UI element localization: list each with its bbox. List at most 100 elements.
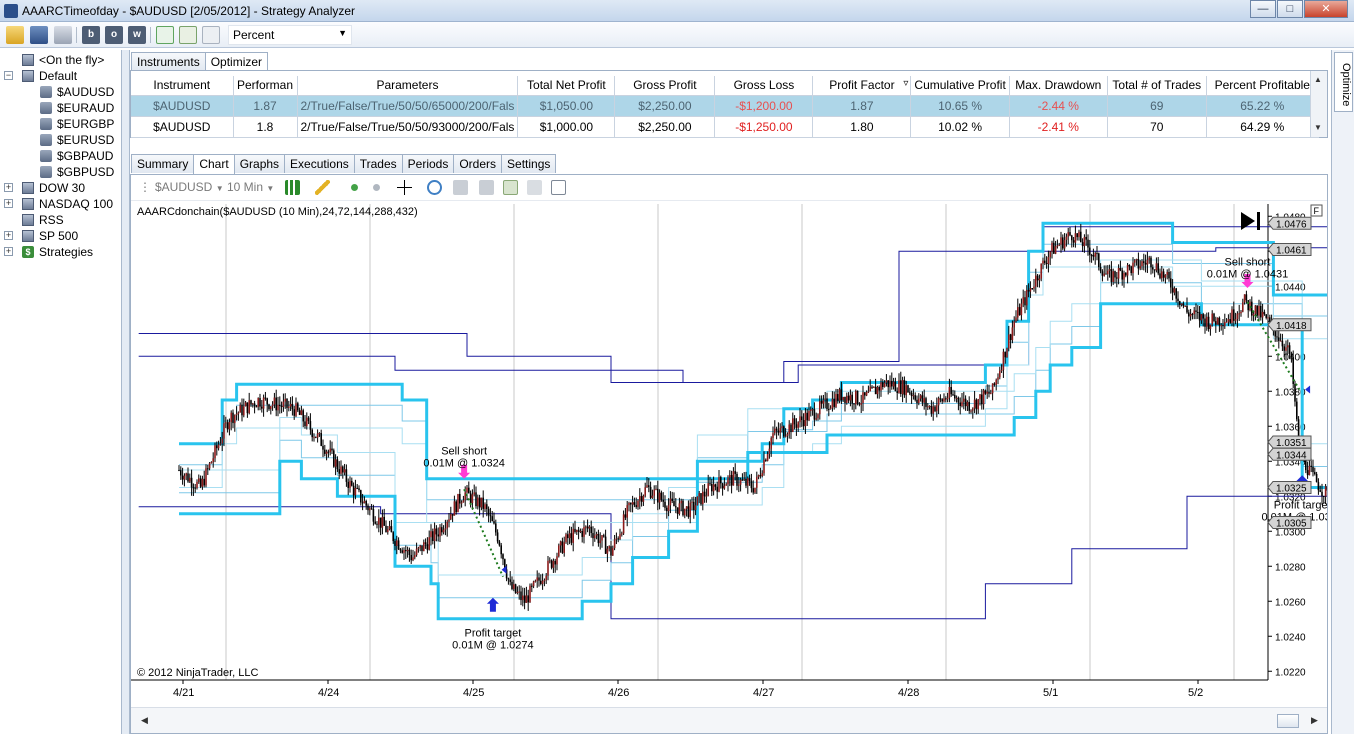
collapse-icon[interactable]: − [4, 70, 13, 80]
column-header[interactable]: Performan [233, 76, 298, 96]
price-bar-body [1188, 312, 1190, 317]
column-header[interactable]: Instrument [131, 76, 234, 96]
price-bar-body [937, 398, 940, 406]
tab-periods[interactable]: Periods [401, 154, 455, 173]
price-bar-body [667, 505, 670, 512]
price-bar-body [865, 392, 868, 396]
w-button-icon[interactable]: w [128, 26, 146, 44]
tree-item[interactable]: RSS [0, 212, 120, 228]
crosshair-icon[interactable] [397, 180, 412, 195]
tab-chart[interactable]: Chart [193, 154, 235, 174]
b-button-icon[interactable]: b [82, 26, 100, 44]
tree-item[interactable]: $EURUSD [0, 132, 120, 148]
tree-item[interactable]: − Default [0, 68, 120, 84]
column-header-sorted[interactable]: Profit Factor ▿ [812, 76, 912, 96]
bar-style-icon[interactable] [285, 180, 300, 195]
tree-item[interactable]: + NASDAQ 100 [0, 196, 120, 212]
column-header[interactable]: Percent Profitable [1206, 76, 1319, 96]
panel-splitter[interactable] [122, 50, 130, 734]
price-bar-body [1056, 245, 1059, 247]
list-icon [22, 70, 34, 82]
tab-trades[interactable]: Trades [353, 154, 403, 173]
price-bar-body [952, 394, 954, 396]
minimize-button[interactable]: — [1250, 0, 1276, 18]
tab-executions[interactable]: Executions [284, 154, 355, 173]
chart-icon[interactable] [503, 180, 518, 195]
mode-select[interactable]: Percent ▼ [228, 25, 352, 45]
scroll-up-icon[interactable]: ▲ [1314, 75, 1322, 84]
tree-item[interactable]: $EURGBP [0, 116, 120, 132]
price-bar-body [1287, 345, 1289, 348]
column-header[interactable]: Gross Profit [614, 76, 716, 96]
expand-icon[interactable]: + [4, 246, 13, 256]
column-header[interactable]: Max. Drawdown [1009, 76, 1108, 96]
price-bar-body [243, 406, 245, 416]
tab-optimize-side[interactable]: Optimize [1334, 52, 1353, 112]
price-bar-body [653, 489, 655, 496]
edit-icon[interactable] [179, 26, 197, 44]
tab-settings[interactable]: Settings [501, 154, 557, 173]
zoom-icon[interactable] [427, 180, 442, 195]
maximize-button[interactable]: □ [1277, 0, 1303, 18]
expand-icon[interactable]: + [4, 182, 13, 192]
scroll-thumb[interactable] [1277, 714, 1299, 728]
close-button[interactable]: ✕ [1304, 0, 1348, 18]
expand-icon[interactable]: + [4, 230, 13, 240]
column-header[interactable]: Parameters [297, 76, 519, 96]
tree-item[interactable]: $EURAUD [0, 100, 120, 116]
price-chart[interactable]: 1.02201.02401.02601.02801.03001.03201.03… [131, 202, 1327, 707]
column-header[interactable]: Total Net Profit [517, 76, 616, 96]
chevron-down-icon: ▼ [266, 184, 275, 193]
table-row-selected[interactable]: $AUDUSD 1.87 2/True/False/True/50/50/650… [131, 95, 1319, 117]
price-bar-body [707, 483, 709, 496]
save-icon[interactable] [30, 26, 48, 44]
price-bar-body [1288, 345, 1291, 354]
tab-summary[interactable]: Summary [131, 154, 195, 173]
remove-icon[interactable] [202, 26, 220, 44]
open-folder-icon[interactable] [6, 26, 24, 44]
scroll-left-icon[interactable]: ◀ [141, 715, 148, 725]
tree-item[interactable]: $AUDUSD [0, 84, 120, 100]
o-button-icon[interactable]: o [105, 26, 123, 44]
add-indicator-icon[interactable] [347, 180, 362, 195]
table-row[interactable]: $AUDUSD 1.8 2/True/False/True/50/50/9300… [131, 116, 1319, 138]
price-bar-body [1098, 253, 1100, 267]
price-bar-body [246, 402, 249, 414]
tab-instruments[interactable]: Instruments [131, 52, 206, 71]
instrument-selector[interactable]: $AUDUSD ▼ [155, 180, 224, 194]
remove-indicator-icon[interactable] [369, 180, 384, 195]
price-bar-body [451, 514, 454, 516]
pencil-icon[interactable] [315, 180, 330, 195]
title-bar: AAARCTimeofday - $AUDUSD [2/05/2012] - S… [0, 0, 1354, 22]
tree-item[interactable]: + DOW 30 [0, 180, 120, 196]
price-bar-body [898, 380, 900, 393]
price-bar-body [619, 534, 621, 539]
window-icon[interactable] [551, 180, 566, 195]
interval-selector[interactable]: 10 Min ▼ [227, 180, 274, 194]
data-box-icon[interactable] [479, 180, 494, 195]
price-bar-body [900, 380, 902, 394]
price-bar-body [894, 381, 897, 392]
tab-optimizer[interactable]: Optimizer [204, 52, 269, 72]
grid-scrollbar[interactable]: ▲ ▼ [1310, 71, 1327, 137]
price-bar-body [1123, 272, 1125, 280]
print-icon[interactable] [54, 26, 72, 44]
tree-item[interactable]: $GBPUSD [0, 164, 120, 180]
tree-item[interactable]: + SP 500 [0, 228, 120, 244]
column-header[interactable]: Cumulative Profit [910, 76, 1010, 96]
scroll-right-icon[interactable]: ▶ [1311, 715, 1318, 725]
add-icon[interactable] [156, 26, 174, 44]
tree-item[interactable]: <On the fly> [0, 52, 120, 68]
price-bar-body [802, 420, 805, 427]
tree-item[interactable]: + $ Strategies [0, 244, 120, 260]
chart-scrollbar[interactable]: ◀ ▶ [131, 707, 1327, 733]
column-header[interactable]: Total # of Trades [1107, 76, 1207, 96]
properties-icon[interactable] [453, 180, 468, 195]
dollar-icon[interactable] [527, 180, 542, 195]
tab-orders[interactable]: Orders [453, 154, 503, 173]
expand-icon[interactable]: + [4, 198, 13, 208]
tab-graphs[interactable]: Graphs [233, 154, 286, 173]
scroll-down-icon[interactable]: ▼ [1314, 123, 1322, 132]
column-header[interactable]: Gross Loss [714, 76, 814, 96]
tree-item[interactable]: $GBPAUD [0, 148, 120, 164]
